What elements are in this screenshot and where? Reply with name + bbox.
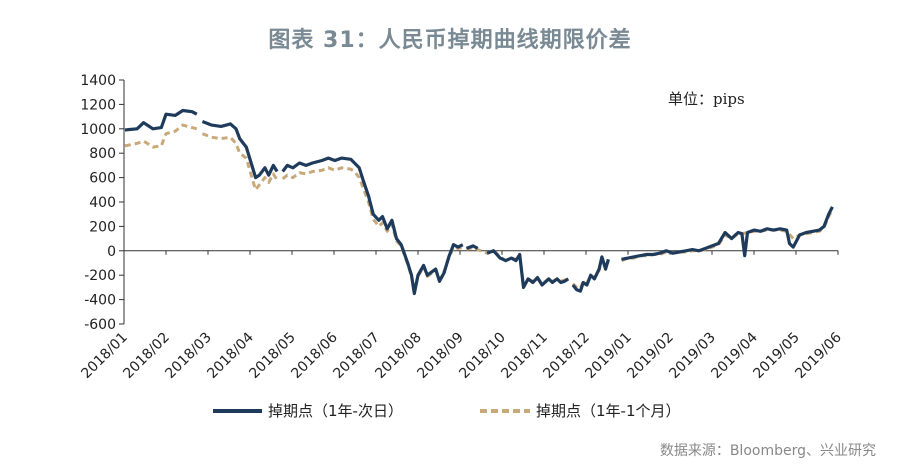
x-tick-label: 2019/06 <box>792 329 845 382</box>
unit-label: 单位：pips <box>668 88 745 109</box>
y-tick-label: 1400 <box>80 73 116 89</box>
y-tick-label: -600 <box>84 317 116 333</box>
series-line-1 <box>487 251 568 288</box>
y-tick-label: 600 <box>89 171 116 187</box>
legend-label-series-1: 掉期点（1年-次日） <box>268 402 403 420</box>
y-tick-label: 1000 <box>80 122 116 138</box>
series-line-1 <box>283 158 463 293</box>
y-tick-label: 0 <box>107 244 116 260</box>
series-line-1 <box>622 207 833 259</box>
series-line-1 <box>573 257 609 291</box>
y-tick-label: 1200 <box>80 97 116 113</box>
series-lines <box>125 111 833 294</box>
y-tick-label: 400 <box>89 195 116 211</box>
x-axis: 2018/012018/022018/032018/042018/052018/… <box>78 251 845 382</box>
y-tick-label: 200 <box>89 219 116 235</box>
y-tick-label: -200 <box>84 268 116 284</box>
source-note: 数据来源：Bloomberg、兴业研究 <box>660 440 876 460</box>
series-line-2 <box>202 134 277 190</box>
y-tick-label: -400 <box>84 293 116 309</box>
y-axis: 1400 1200 1000 800 600 400 200 0 -200 -400 -600 <box>80 73 124 333</box>
y-tick-label: 800 <box>89 146 116 162</box>
legend: 掉期点（1年-次日） 掉期点（1年-1个月） <box>213 402 681 420</box>
legend-label-series-2: 掉期点（1年-1个月） <box>536 402 681 420</box>
